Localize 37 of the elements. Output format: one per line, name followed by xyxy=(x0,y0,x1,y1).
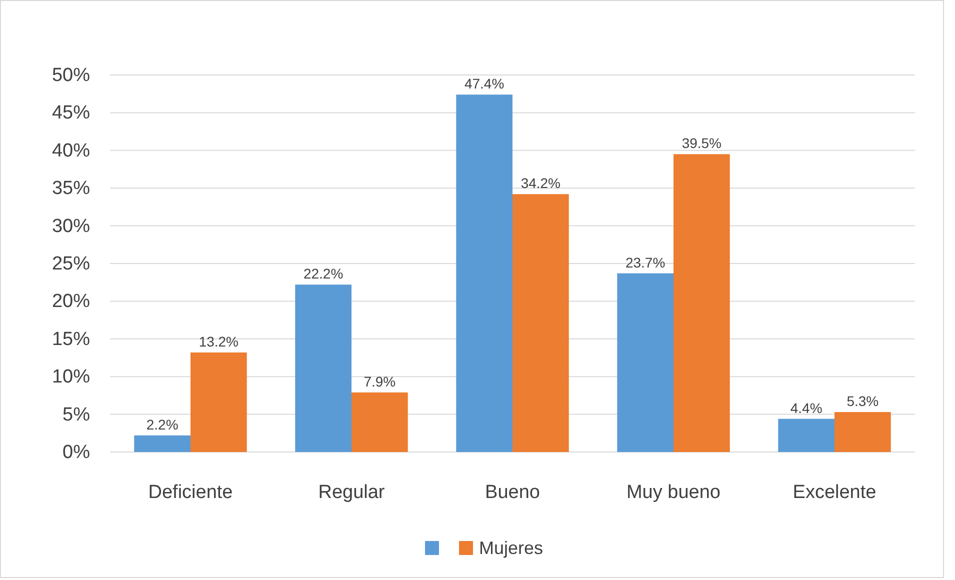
y-tick-label: 35% xyxy=(52,178,90,200)
data-label: 34.2% xyxy=(520,175,561,192)
x-tick-label: Muy bueno xyxy=(626,482,721,503)
data-label: 2.2% xyxy=(146,416,178,432)
y-tick-label: 40% xyxy=(52,140,90,162)
data-label: 39.5% xyxy=(682,135,722,152)
y-tick-label: 0% xyxy=(62,442,90,463)
bar xyxy=(617,273,674,452)
bar xyxy=(295,284,352,452)
legend-label: Mujeres xyxy=(479,538,544,558)
x-tick-label: Excelente xyxy=(792,482,876,503)
bar xyxy=(512,194,569,452)
data-label: 23.7% xyxy=(625,254,666,270)
bar xyxy=(834,412,891,452)
x-tick-label: Deficiente xyxy=(148,482,233,503)
bar xyxy=(352,392,408,452)
data-label: 22.2% xyxy=(303,266,344,282)
data-label: 47.4% xyxy=(464,76,504,92)
data-label: 5.3% xyxy=(846,393,879,410)
bar xyxy=(456,94,512,452)
y-tick-label: 50% xyxy=(52,65,90,86)
y-tick-label: 5% xyxy=(62,404,90,426)
x-tick-label: Regular xyxy=(318,482,386,503)
bar xyxy=(778,418,834,452)
y-tick-label: 30% xyxy=(52,216,90,237)
bar xyxy=(190,352,247,452)
bar xyxy=(674,154,730,452)
y-tick-label: 25% xyxy=(52,254,90,274)
data-label: 4.4% xyxy=(790,400,822,416)
x-tick-label: Bueno xyxy=(485,482,540,503)
data-label: 7.9% xyxy=(364,373,396,390)
bar xyxy=(134,435,190,452)
y-tick-label: 10% xyxy=(52,366,90,388)
data-label: 13.2% xyxy=(198,333,239,350)
y-tick-label: 45% xyxy=(52,102,90,124)
y-tick-label: 15% xyxy=(52,328,90,350)
y-tick-label: 20% xyxy=(52,291,90,312)
